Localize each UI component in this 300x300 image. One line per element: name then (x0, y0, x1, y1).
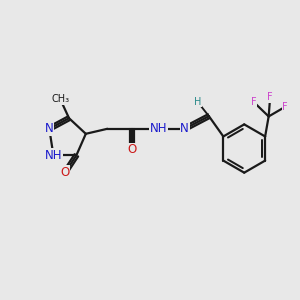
Text: H: H (194, 97, 201, 107)
Text: F: F (267, 92, 273, 102)
Text: O: O (128, 143, 137, 157)
Text: N: N (180, 122, 189, 135)
Text: F: F (282, 102, 288, 112)
Text: CH₃: CH₃ (51, 94, 69, 104)
Text: NH: NH (45, 149, 62, 162)
Text: N: N (45, 122, 54, 135)
Text: F: F (250, 97, 256, 107)
Text: NH: NH (149, 122, 167, 135)
Text: O: O (61, 166, 70, 179)
